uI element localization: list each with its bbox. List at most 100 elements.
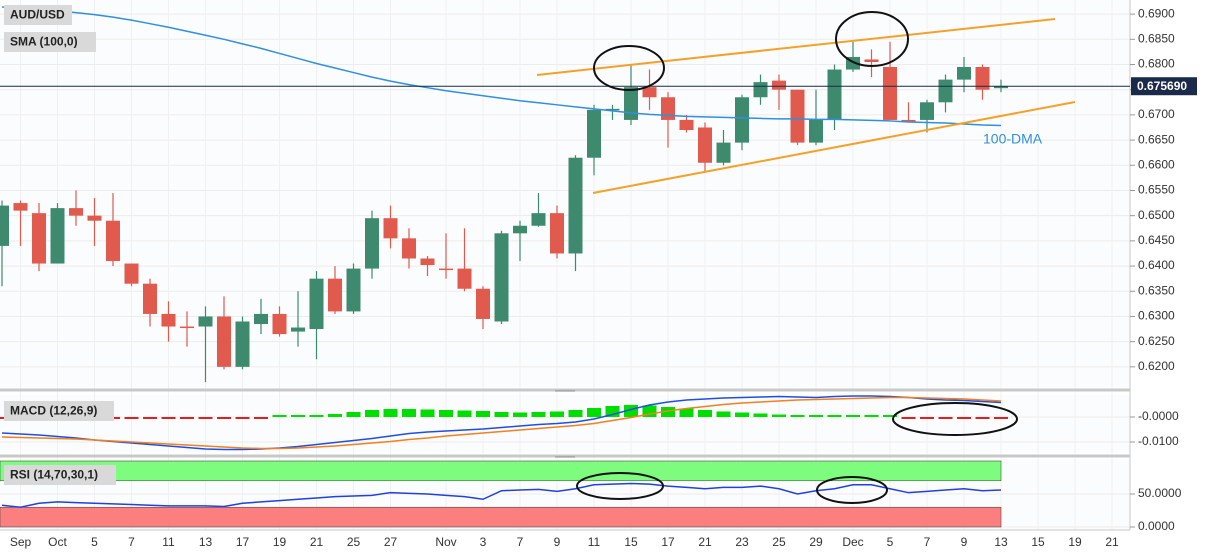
x-tick-label: 7 xyxy=(924,535,931,549)
macd-histogram-bar xyxy=(402,409,416,417)
x-tick-label: 15 xyxy=(1031,535,1045,549)
x-tick-label: 3 xyxy=(480,535,487,549)
macd-histogram-bar xyxy=(864,415,879,417)
macd-histogram-bar xyxy=(513,412,527,417)
candle-body xyxy=(957,67,971,80)
macd-histogram-bar xyxy=(124,417,139,419)
candle-body xyxy=(975,67,990,90)
trendline xyxy=(592,101,1076,194)
y-tick-label: 0.6600 xyxy=(1138,157,1175,171)
main-panel xyxy=(0,0,1130,387)
series-line xyxy=(1,396,1002,450)
candle-body xyxy=(679,119,694,131)
y-tick-label: 0.6450 xyxy=(1138,233,1175,247)
series-line xyxy=(1,395,1002,451)
candle-body xyxy=(772,80,786,90)
macd-histogram-bar xyxy=(698,410,712,417)
x-tick-label: 21 xyxy=(1105,535,1119,549)
macd-histogram-bar xyxy=(457,410,472,417)
y-tick-label: 0.6350 xyxy=(1138,283,1175,297)
candle-body xyxy=(716,142,731,163)
macd-histogram-bar xyxy=(346,412,361,417)
candle-body xyxy=(161,313,176,327)
macd-histogram-bar xyxy=(957,417,971,419)
last-price-box xyxy=(1131,77,1197,96)
candle-body xyxy=(420,258,435,266)
candle-body xyxy=(476,288,490,319)
candle-body xyxy=(864,59,879,62)
macd-histogram-bar xyxy=(217,417,231,419)
x-tick-label: 25 xyxy=(347,535,361,549)
candle-body xyxy=(994,86,1008,89)
macd-histogram-bar xyxy=(901,417,916,419)
x-tick-label: 27 xyxy=(384,535,398,549)
candle-body xyxy=(217,316,231,367)
candle-body xyxy=(698,127,712,163)
highlight-circle xyxy=(593,45,665,91)
x-tick-label: 17 xyxy=(661,535,675,549)
x-tick-label: Sep xyxy=(10,535,32,549)
y-tick-label: -0.0000 xyxy=(1138,409,1179,423)
y-tick-label: 0.6300 xyxy=(1138,309,1175,323)
macd-histogram-bar xyxy=(254,417,268,419)
candle-body xyxy=(457,268,472,289)
x-tick-label: 11 xyxy=(162,535,175,549)
macd-histogram-bar xyxy=(143,417,157,419)
y-tick-label: 0.6550 xyxy=(1138,183,1175,197)
x-tick-label: 5 xyxy=(91,535,98,549)
macd-histogram-bar xyxy=(883,415,897,417)
last-price-label: 0.675690 xyxy=(1137,79,1187,93)
candle-body xyxy=(550,213,564,254)
candle-body xyxy=(32,213,46,264)
macd-histogram-bar xyxy=(735,412,749,417)
macd-histogram-bar xyxy=(587,408,601,417)
x-tick-label: 17 xyxy=(236,535,250,549)
macd-histogram-bar xyxy=(439,410,453,417)
candle-body xyxy=(624,87,638,120)
macd-histogram-bar xyxy=(642,405,657,417)
candle-body xyxy=(661,97,675,120)
candle-body xyxy=(365,218,379,269)
y-tick-label: 0.6850 xyxy=(1138,31,1175,45)
y-tick-label: 0.6650 xyxy=(1138,132,1175,146)
x-tick-label: 9 xyxy=(961,535,968,549)
candle-body xyxy=(346,268,361,312)
indicator-label: SMA (100,0) xyxy=(10,35,78,49)
candle-body xyxy=(790,89,805,143)
candle-body xyxy=(642,87,657,98)
series-line xyxy=(1,482,1002,508)
label-box xyxy=(4,401,114,421)
candle-body xyxy=(0,205,9,246)
highlight-circle xyxy=(835,11,909,67)
y-tick-label: 0.6250 xyxy=(1138,334,1175,348)
candle-body xyxy=(494,233,509,322)
x-tick-label: 19 xyxy=(1068,535,1082,549)
candle-body xyxy=(309,278,324,330)
macd-histogram-bar xyxy=(420,409,435,417)
candle-body xyxy=(328,278,342,312)
overbought-zone xyxy=(0,460,1002,482)
trendline xyxy=(536,18,1056,76)
macd-title: MACD (12,26,9) xyxy=(10,404,97,418)
candle-body xyxy=(809,119,823,143)
oversold-zone xyxy=(0,506,1002,528)
candle-body xyxy=(69,208,83,216)
x-tick-label: 21 xyxy=(698,535,712,549)
label-box xyxy=(4,32,96,52)
candle-body xyxy=(920,102,934,120)
macd-histogram-bar xyxy=(309,415,324,417)
candle-body xyxy=(13,203,28,211)
candle-body xyxy=(402,238,416,259)
candle-body xyxy=(753,82,768,98)
candle-body xyxy=(180,326,194,329)
candle-body xyxy=(254,313,268,325)
macd-histogram-bar xyxy=(494,412,509,417)
macd-histogram-bar xyxy=(328,414,342,417)
macd-histogram-bar xyxy=(938,417,953,419)
y-tick-label: 0.0000 xyxy=(1138,519,1175,533)
macd-histogram-bar xyxy=(531,412,546,417)
x-tick-label: Nov xyxy=(435,535,456,549)
macd-histogram-bar xyxy=(679,408,694,417)
x-tick-label: 13 xyxy=(199,535,213,549)
